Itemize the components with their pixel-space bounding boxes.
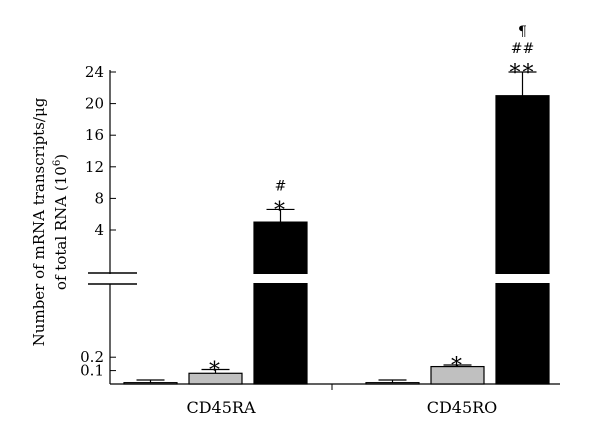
annotations: *#**¶##** — [209, 24, 536, 384]
y-tick-label: 12 — [85, 158, 104, 176]
y-tick-label: 8 — [94, 189, 104, 207]
significance-mark: ** — [510, 61, 536, 86]
y-tick-label: 0.1 — [80, 362, 104, 380]
bar-break-gap — [253, 274, 308, 283]
significance-mark: # — [275, 178, 287, 194]
y-axis-title-line1: Number of mRNA transcripts/μg — [30, 97, 48, 346]
y-axis-title: Number of mRNA transcripts/μg of total R… — [30, 97, 70, 346]
bar — [253, 221, 308, 385]
bars — [123, 71, 550, 385]
significance-mark: * — [451, 354, 464, 379]
y-tick-label: 20 — [85, 95, 104, 113]
y-tick-label: 24 — [85, 63, 104, 81]
y-ticks: 0.10.2 4 8 12 16 20 24 — [80, 63, 116, 380]
y-tick-label: 4 — [94, 221, 104, 239]
bar — [365, 382, 420, 385]
significance-mark: * — [274, 198, 287, 223]
bar-break-gap — [495, 274, 550, 283]
significance-mark: ¶ — [518, 24, 527, 40]
significance-mark: * — [209, 359, 222, 384]
category-labels: CD45RA CD45RO — [186, 398, 497, 417]
y-tick-label: 16 — [85, 126, 104, 144]
significance-mark: ## — [511, 41, 534, 57]
bar — [123, 382, 178, 385]
y-axis-title-line2: of total RNA (106) — [52, 154, 70, 290]
y-tick-label: 0.2 — [80, 348, 104, 366]
x-category-label: CD45RO — [427, 398, 498, 417]
x-category-label: CD45RA — [186, 398, 255, 417]
bar — [495, 95, 550, 385]
axes — [88, 70, 560, 390]
